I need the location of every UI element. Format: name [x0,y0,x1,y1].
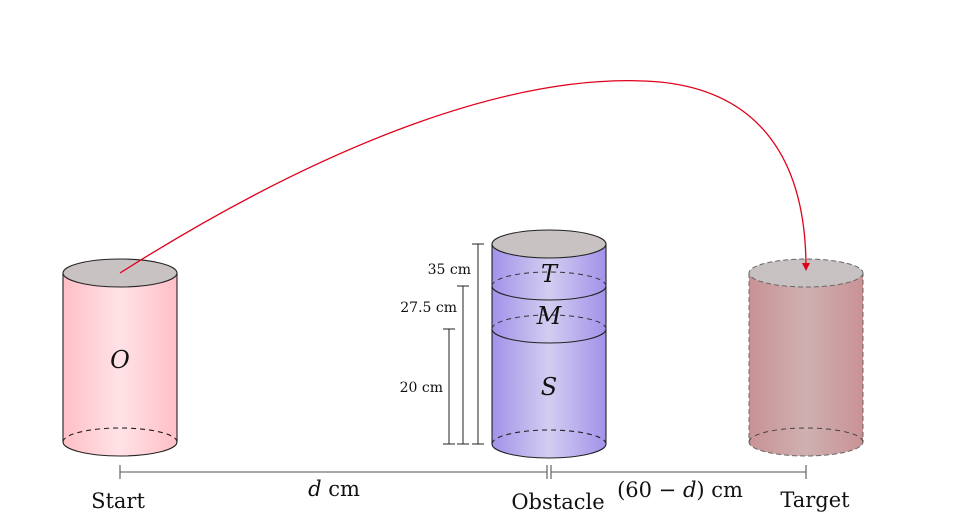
start-cylinder-body [62,272,178,457]
start-cylinder-letter: O [110,346,130,374]
start-label: Start [91,489,145,513]
obstacle-cylinder-body [491,243,607,459]
distance-left-label: d cm [308,477,360,501]
ground-distance-line [119,465,807,479]
jump-trajectory-arrow [119,80,810,274]
obstacle-letter-bottom: S [541,373,557,401]
obstacle-letter-middle: M [536,302,563,330]
height-label-total: 35 cm [428,262,471,278]
height-label-bottom: 20 cm [400,380,443,396]
obstacle-section-dash-lower [491,314,607,330]
distance-right-label: (60 − d) cm [617,478,743,502]
obstacle-cylinder-top [491,229,607,259]
obstacle-label: Obstacle [511,490,604,514]
target-cylinder-top [748,258,864,288]
target-cylinder [748,258,864,457]
obstacle-section-line-upper [491,285,607,301]
height-label-middle: 27.5 cm [400,300,457,316]
target-cylinder-hidden-base [748,427,864,443]
obstacle-cylinder: T M S [491,229,607,459]
obstacle-hidden-base [491,429,607,445]
obstacle-section-line-lower [491,328,607,344]
target-cylinder-body [748,272,864,457]
start-cylinder: O [62,258,178,457]
height-measurements [443,243,484,445]
obstacle-section-dash-upper [491,271,607,287]
target-label: Target [780,488,850,512]
start-cylinder-hidden-base [62,427,178,443]
obstacle-letter-top: T [541,260,559,288]
